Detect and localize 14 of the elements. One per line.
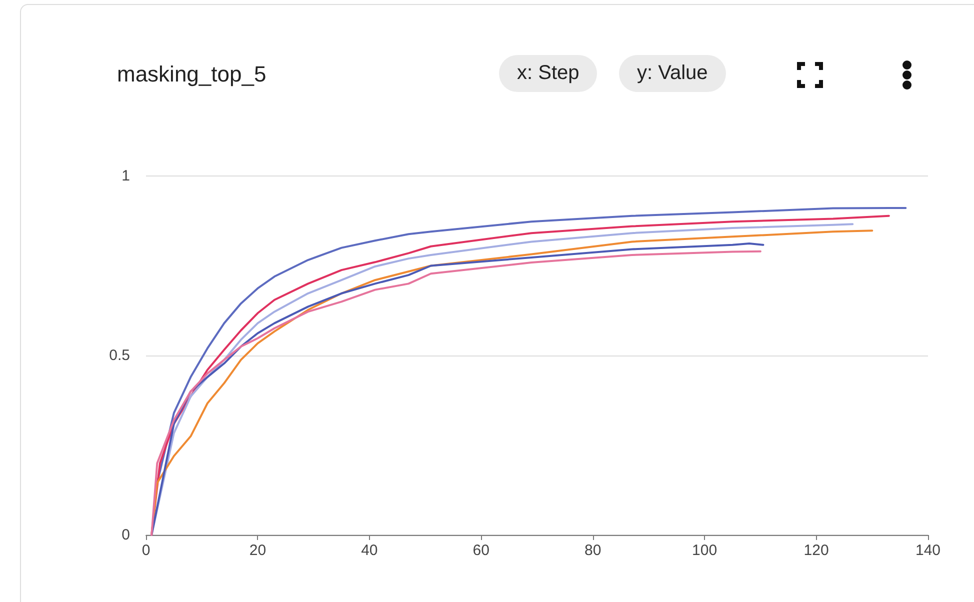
x-tick-label: 80 bbox=[584, 542, 602, 559]
y-tick-label: 0.5 bbox=[109, 347, 130, 364]
x-tick-label: 20 bbox=[249, 542, 266, 559]
y-tick-label: 1 bbox=[122, 168, 130, 184]
x-tick-label: 140 bbox=[915, 542, 941, 559]
chart-title: masking_top_5 bbox=[117, 62, 266, 86]
x-tick-label: 120 bbox=[804, 542, 829, 559]
text: x: Step bbox=[499, 55, 598, 92]
x-tick-label: 60 bbox=[472, 542, 490, 559]
x-tick-label: 40 bbox=[361, 542, 378, 559]
text: y: Value bbox=[619, 55, 726, 92]
x-tick-label: 100 bbox=[692, 542, 718, 559]
y-tick-label: 0 bbox=[122, 526, 130, 544]
x-tick-label: 0 bbox=[142, 542, 150, 559]
